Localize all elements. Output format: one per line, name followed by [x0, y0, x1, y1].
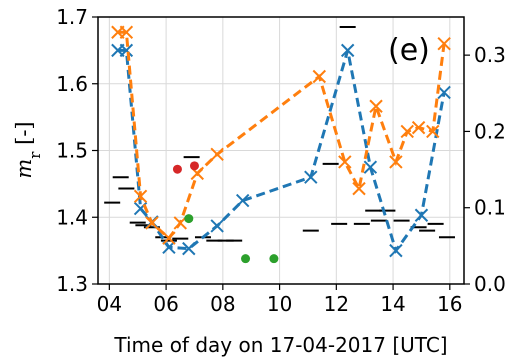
y-right-tick-label: 0.0 [474, 272, 506, 296]
y-right-tick-label: 0.3 [474, 43, 506, 67]
orange-x-marker [389, 155, 403, 169]
orange-x-marker [133, 189, 148, 203]
y-axis-label-symbol: m [12, 159, 36, 179]
x-tick-label: 14 [380, 292, 405, 316]
orange-x-marker [210, 147, 224, 162]
orange-x-marker [369, 99, 383, 113]
y-right-tick-label: 0.1 [474, 196, 506, 220]
orange-x-marker [312, 69, 327, 84]
blue-x-marker [210, 219, 224, 233]
axes: 04 06 08 10 12 14 16 1.3 1.4 1.5 1.6 1.7 0.0 0.1 0.2 0.… [56, 5, 506, 316]
y-left-tick-label: 1.6 [56, 72, 88, 96]
y-axis-label-unit: [-] [12, 121, 36, 151]
orange-x-marker [173, 216, 187, 230]
y-right-tick-label: 0.2 [474, 119, 506, 143]
green-point [269, 254, 279, 264]
y-axis-label: mr [-] [12, 121, 44, 178]
blue-x-marker [389, 243, 403, 258]
blue-x-marker [437, 85, 451, 100]
orange-x-marker [352, 181, 366, 196]
panel-label: (e) [388, 33, 430, 68]
y-axis-label-subscript: r [26, 151, 44, 159]
x-tick-label: 16 [437, 292, 462, 316]
x-tick-label: 12 [324, 292, 349, 316]
red-point [172, 164, 182, 174]
orange-x-marker [119, 25, 134, 39]
blue-x-marker [304, 170, 318, 184]
orange-x-marker [338, 155, 352, 169]
green-point [184, 214, 194, 224]
x-tick-label: 08 [210, 292, 235, 316]
red-point [189, 161, 199, 171]
green-point [241, 254, 251, 264]
x-tick-label: 06 [153, 292, 178, 316]
blue-x-marker [182, 241, 196, 256]
x-tick-label: 04 [97, 292, 122, 316]
blue-x-marker [235, 193, 250, 208]
blue-x-marker [363, 160, 378, 174]
y-left-tick-label: 1.7 [56, 5, 88, 29]
y-left-tick-label: 1.3 [56, 272, 88, 296]
y-left-tick-label: 1.5 [56, 139, 88, 163]
orange-x-marker [162, 231, 176, 245]
orange-x-marker [400, 124, 414, 139]
blue-x-marker [414, 208, 429, 222]
orange-x-marker [145, 216, 159, 230]
orange-x-marker [411, 120, 426, 135]
x-tick-label: 10 [267, 292, 292, 316]
orange-x-marker [437, 36, 451, 51]
series-layer [104, 25, 455, 264]
y-axis-label-text: mr [-] [12, 121, 44, 178]
orange-x-marker [426, 124, 440, 139]
y-left-tick-label: 1.4 [56, 205, 88, 229]
blue-x-marker [119, 43, 134, 58]
blue-x-marker [340, 43, 355, 58]
x-axis-label: Time of day on 17-04-2017 [UTC] [113, 333, 447, 357]
